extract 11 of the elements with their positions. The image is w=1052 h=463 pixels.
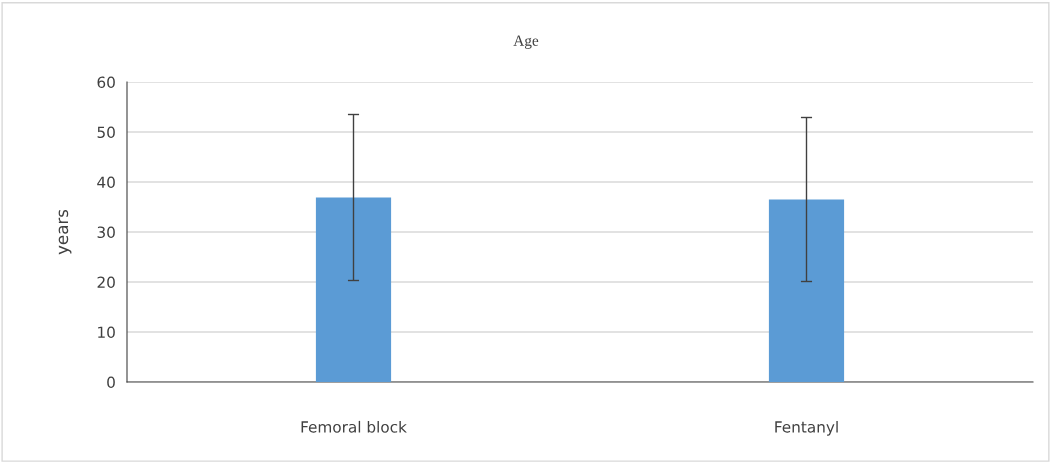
- y-tick-label: 50: [97, 126, 115, 139]
- y-tick-label: 10: [98, 326, 115, 339]
- chart-title: Age: [513, 35, 539, 49]
- y-tick-label: 20: [97, 276, 115, 289]
- x-tick-label: Fentanyl: [775, 420, 838, 436]
- y-tick-label: 0: [107, 376, 115, 389]
- x-tick-label: Femoral block: [301, 420, 407, 433]
- y-axis-title: years: [58, 209, 72, 255]
- y-tick-label: 40: [97, 176, 115, 189]
- y-tick-label: 30: [97, 226, 115, 239]
- y-tick-label: 60: [97, 76, 115, 89]
